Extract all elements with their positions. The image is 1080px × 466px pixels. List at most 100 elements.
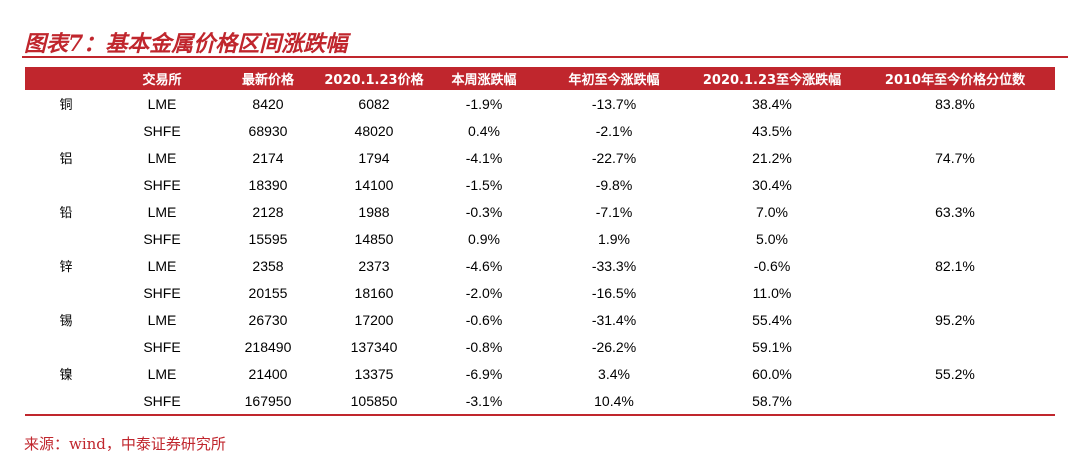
change-since-0123-cell: 21.2%: [752, 149, 792, 166]
weekly-change-cell: -0.8%: [465, 338, 503, 355]
latest-price-cell: 15595: [248, 230, 288, 247]
ytd-change-cell: -7.1%: [595, 203, 633, 220]
price-0123-cell: 14850: [354, 230, 394, 247]
table-row: 锌 LME 2358 2373 -4.6% -33.3% -0.6% 82.1%: [25, 252, 1055, 279]
metal-cell: 镍: [59, 368, 73, 383]
exchange-cell: SHFE: [143, 284, 181, 301]
header-metal: [25, 67, 107, 90]
metal-cell: [25, 279, 107, 306]
percentile-cell: 82.1%: [935, 257, 975, 274]
metal-cell: [25, 171, 107, 198]
ytd-change-cell: -2.1%: [595, 122, 633, 139]
table-row: SHFE 18390 14100 -1.5% -9.8% 30.4%: [25, 171, 1055, 198]
exchange-cell: LME: [147, 311, 177, 328]
metal-cell: [25, 225, 107, 252]
ytd-change-cell: -33.3%: [591, 257, 637, 274]
weekly-change-cell: -2.0%: [465, 284, 503, 301]
percentile-cell: [855, 333, 1055, 360]
metal-cell: [25, 387, 107, 414]
change-since-0123-cell: 30.4%: [752, 176, 792, 193]
weekly-change-cell: -0.3%: [465, 203, 503, 220]
percentile-cell: [855, 117, 1055, 144]
ytd-change-cell: -26.2%: [591, 338, 637, 355]
table-row: SHFE 20155 18160 -2.0% -16.5% 11.0%: [25, 279, 1055, 306]
table-body: 铜 LME 8420 6082 -1.9% -13.7% 38.4% 83.8% SHFE 689…: [25, 90, 1055, 414]
exchange-cell: SHFE: [143, 122, 181, 139]
weekly-change-cell: -6.9%: [465, 365, 503, 382]
weekly-change-cell: -1.9%: [465, 95, 503, 112]
table-bottom-divider: [25, 414, 1055, 416]
change-since-0123-cell: -0.6%: [753, 257, 791, 274]
price-0123-cell: 2373: [358, 257, 390, 274]
latest-price-cell: 68930: [248, 122, 288, 139]
latest-price-cell: 218490: [244, 338, 292, 355]
price-0123-cell: 1794: [358, 149, 390, 166]
header-change-since-0123: 2020.1.23至今涨跌幅: [702, 73, 842, 88]
price-0123-cell: 137340: [350, 338, 398, 355]
latest-price-cell: 2128: [252, 203, 284, 220]
header-weekly-change: 本周涨跌幅: [451, 73, 517, 88]
percentile-cell: 55.2%: [935, 365, 975, 382]
change-since-0123-cell: 43.5%: [752, 122, 792, 139]
header-latest-price: 最新价格: [241, 73, 294, 88]
change-since-0123-cell: 59.1%: [752, 338, 792, 355]
ytd-change-cell: -13.7%: [591, 95, 637, 112]
table-row: SHFE 218490 137340 -0.8% -26.2% 59.1%: [25, 333, 1055, 360]
metal-cell: [25, 333, 107, 360]
latest-price-cell: 21400: [248, 365, 288, 382]
percentile-cell: 74.7%: [935, 149, 975, 166]
ytd-change-cell: 3.4%: [598, 365, 630, 382]
weekly-change-cell: -1.5%: [465, 176, 503, 193]
ytd-change-cell: 10.4%: [594, 392, 634, 409]
latest-price-cell: 167950: [244, 392, 292, 409]
weekly-change-cell: 0.9%: [468, 230, 500, 247]
percentile-cell: 83.8%: [935, 95, 975, 112]
exchange-cell: LME: [147, 203, 177, 220]
change-since-0123-cell: 60.0%: [752, 365, 792, 382]
table-header-row: 交易所 最新价格 2020.1.23价格 本周涨跌幅 年初至今涨跌幅 2020.…: [25, 67, 1055, 90]
percentile-cell: [855, 279, 1055, 306]
exchange-cell: LME: [147, 95, 177, 112]
exchange-cell: SHFE: [143, 338, 181, 355]
exchange-cell: SHFE: [143, 230, 181, 247]
ytd-change-cell: -16.5%: [591, 284, 637, 301]
source-note: 来源：wind，中泰证券研究所: [24, 435, 226, 453]
weekly-change-cell: -0.6%: [465, 311, 503, 328]
title-divider: [22, 56, 1068, 58]
header-price-percentile: 2010年至今价格分位数: [884, 73, 1026, 88]
ytd-change-cell: -9.8%: [595, 176, 633, 193]
percentile-cell: [855, 225, 1055, 252]
table-row: SHFE 15595 14850 0.9% 1.9% 5.0%: [25, 225, 1055, 252]
percentile-cell: 95.2%: [935, 311, 975, 328]
header-exchange: 交易所: [142, 73, 182, 88]
ytd-change-cell: 1.9%: [598, 230, 630, 247]
table-row: SHFE 167950 105850 -3.1% 10.4% 58.7%: [25, 387, 1055, 414]
weekly-change-cell: 0.4%: [468, 122, 500, 139]
price-0123-cell: 18160: [354, 284, 394, 301]
exchange-cell: SHFE: [143, 176, 181, 193]
weekly-change-cell: -4.1%: [465, 149, 503, 166]
metal-cell: 铝: [59, 152, 73, 167]
table-row: 铅 LME 2128 1988 -0.3% -7.1% 7.0% 63.3%: [25, 198, 1055, 225]
metal-cell: 铅: [59, 206, 73, 221]
table-row: SHFE 68930 48020 0.4% -2.1% 43.5%: [25, 117, 1055, 144]
weekly-change-cell: -4.6%: [465, 257, 503, 274]
change-since-0123-cell: 38.4%: [752, 95, 792, 112]
price-0123-cell: 1988: [358, 203, 390, 220]
latest-price-cell: 2358: [252, 257, 284, 274]
metal-cell: [25, 117, 107, 144]
ytd-change-cell: -22.7%: [591, 149, 637, 166]
header-price-0123: 2020.1.23价格: [324, 73, 424, 88]
latest-price-cell: 2174: [252, 149, 284, 166]
header-ytd-change: 年初至今涨跌幅: [568, 73, 660, 88]
metal-cell: 铜: [59, 98, 73, 113]
price-0123-cell: 14100: [354, 176, 394, 193]
exchange-cell: LME: [147, 365, 177, 382]
percentile-cell: [855, 387, 1055, 414]
ytd-change-cell: -31.4%: [591, 311, 637, 328]
exchange-cell: LME: [147, 257, 177, 274]
figure-title: 图表7：基本金属价格区间涨跌幅: [24, 31, 348, 57]
change-since-0123-cell: 5.0%: [756, 230, 788, 247]
change-since-0123-cell: 58.7%: [752, 392, 792, 409]
table-row: 锡 LME 26730 17200 -0.6% -31.4% 55.4% 95.2%: [25, 306, 1055, 333]
